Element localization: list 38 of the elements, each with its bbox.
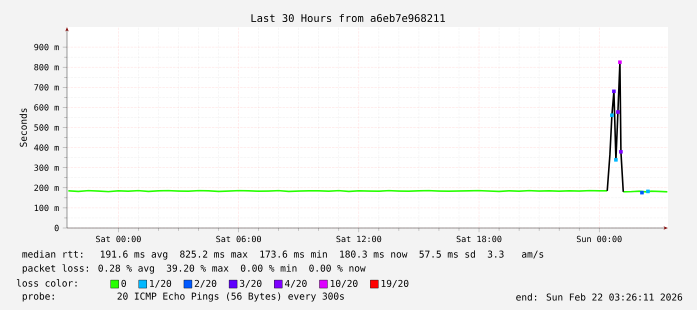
point — [614, 158, 618, 162]
x-tick-label: Sun 00:00 — [576, 236, 622, 242]
text: probe: 20 ICMP Echo Pings (56 Bytes) every 300s — [22, 292, 344, 302]
x-tick-label: Sat 06:00 — [216, 236, 262, 242]
y-tick-label: 0 — [54, 224, 59, 232]
text: end: Sun Feb 22 03:26:11 2026 — [516, 293, 682, 301]
chart-title: Last 30 Hours from a6eb7e968211 — [251, 14, 445, 22]
y-tick-label: 500 m — [34, 124, 59, 131]
point — [616, 110, 620, 114]
x-tick-label: Sat 12:00 — [336, 236, 382, 242]
text: median rtt: 191.6 ms avg 825.2 ms max 173.6 ms min 180.3 ms now 57.5 ms sd 3.3 am/s — [22, 250, 544, 260]
y-tick-label: 800 m — [34, 64, 59, 70]
legend-label: 1/20 — [150, 280, 172, 288]
y-axis-title: Seconds — [20, 108, 27, 147]
y-tick-label: 400 m — [34, 144, 59, 151]
y-tick-label: 900 m — [34, 44, 59, 50]
legend-label: 3/20 — [240, 280, 262, 288]
y-tick-label: 300 m — [34, 164, 59, 171]
legend-label: 19/20 — [382, 280, 408, 288]
y-tick-label: 600 m — [34, 104, 59, 111]
legend-label: 4/20 — [284, 280, 307, 288]
y-tick-label: 700 m — [34, 84, 59, 91]
line-series — [606, 61, 624, 193]
legend-label: 2/20 — [194, 280, 216, 288]
legend-label: 0 — [121, 280, 126, 287]
point — [619, 150, 623, 154]
y-tick-label: 100 m — [34, 204, 59, 212]
y-tick-label: 200 m — [34, 184, 59, 192]
point — [618, 60, 622, 64]
point — [646, 190, 650, 194]
x-tick-label: Sat 18:00 — [456, 236, 502, 242]
point — [610, 113, 614, 118]
text: packet loss: 0.28 % avg 39.20 % max 0.00 % min 0.00 % now — [22, 264, 366, 274]
x-tick-label: Sat 00:00 — [96, 236, 141, 242]
legend-label: 10/20 — [330, 280, 358, 288]
legend-title: loss color: — [16, 279, 77, 287]
point — [612, 90, 616, 94]
point — [640, 190, 644, 194]
